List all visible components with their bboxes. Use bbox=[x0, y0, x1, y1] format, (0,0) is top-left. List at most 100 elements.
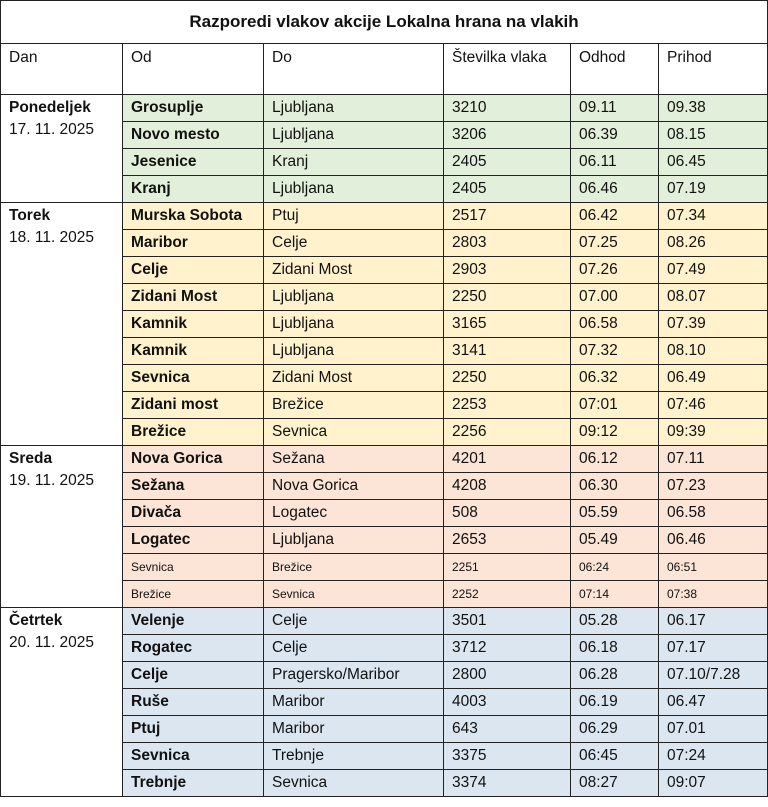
data-row: Četrtek 20. 11. 2025 Velenje Celje 3501 05.28… bbox=[0, 607, 768, 797]
do: Ljubljana bbox=[263, 283, 444, 311]
data-row: Ponedeljek 17. 11. 2025 Grosuplje Ljubljana… bbox=[0, 94, 768, 203]
train-number: 2405 bbox=[443, 175, 571, 203]
table-title: Razporedi vlakov akcije Lokalna hrana na… bbox=[0, 0, 768, 44]
do: Maribor bbox=[263, 715, 444, 743]
departure: 06.46 bbox=[570, 175, 659, 203]
data-row: Ruše Maribor 4003 06.19 06.47 bbox=[1, 688, 768, 716]
data-row: Sreda 19. 11. 2025 Nova Gorica Sežana 4201 06… bbox=[0, 445, 768, 608]
departure: 07.00 bbox=[570, 283, 659, 311]
header-cell: Številka vlaka bbox=[443, 43, 571, 95]
od: Kranj bbox=[122, 175, 264, 203]
departure: 06.29 bbox=[570, 715, 659, 743]
arrival: 07.01 bbox=[657, 715, 768, 743]
arrival: 08.10 bbox=[657, 337, 768, 365]
arrival: 07.39 bbox=[657, 310, 768, 338]
train-number: 2252 bbox=[443, 580, 571, 608]
data-row: Trebnje Sevnica 3374 08:27 09:07 bbox=[1, 769, 768, 797]
do: Celje bbox=[263, 229, 444, 257]
train-number: 3501 bbox=[443, 607, 571, 635]
arrival: 09:39 bbox=[657, 418, 768, 446]
day-date: 18. 11. 2025 bbox=[9, 229, 95, 246]
train-number: 2251 bbox=[443, 553, 571, 581]
departure: 07.25 bbox=[570, 229, 659, 257]
od: Velenje bbox=[122, 607, 264, 635]
data-row: Kranj Ljubljana 2405 06.46 07.19 bbox=[1, 175, 768, 203]
departure: 06.58 bbox=[570, 310, 659, 338]
data-row: Logatec Ljubljana 2653 05.49 06.46 bbox=[1, 526, 768, 554]
do: Nova Gorica bbox=[263, 472, 444, 500]
od: Kamnik bbox=[122, 310, 264, 338]
od: Murska Sobota bbox=[122, 202, 264, 230]
od: Zidani most bbox=[122, 391, 264, 419]
departure: 07.32 bbox=[570, 337, 659, 365]
od: Ptuj bbox=[122, 715, 264, 743]
od: Divača bbox=[122, 499, 264, 527]
departure: 08:27 bbox=[570, 769, 659, 797]
departure: 06.19 bbox=[570, 688, 659, 716]
od: Jesenice bbox=[122, 148, 264, 176]
train-number: 3375 bbox=[443, 742, 571, 770]
data-row: Zidani most Brežice 2253 07:01 07:46 bbox=[1, 391, 768, 419]
od: Sevnica bbox=[122, 364, 264, 392]
train-number: 3165 bbox=[443, 310, 571, 338]
do: Celje bbox=[263, 607, 444, 635]
do: Zidani Most bbox=[263, 364, 444, 392]
arrival: 06.58 bbox=[657, 499, 768, 527]
departure: 06:24 bbox=[570, 553, 659, 581]
arrival: 09.38 bbox=[657, 94, 768, 122]
od: Sevnica bbox=[122, 553, 264, 581]
day-name: Torek bbox=[9, 207, 51, 224]
data-row: Rogatec Celje 3712 06.18 07.17 bbox=[1, 634, 768, 662]
train-number: 4208 bbox=[443, 472, 571, 500]
header-cell: Do bbox=[263, 43, 444, 95]
arrival: 06.46 bbox=[657, 526, 768, 554]
od: Brežice bbox=[122, 580, 264, 608]
train-number: 2653 bbox=[443, 526, 571, 554]
data-row: Kamnik Ljubljana 3165 06.58 07.39 bbox=[1, 310, 768, 338]
od: Logatec bbox=[122, 526, 264, 554]
departure: 07:14 bbox=[570, 580, 659, 608]
header-cell: Odhod bbox=[570, 43, 659, 95]
do: Sežana bbox=[263, 445, 444, 473]
day-name: Ponedeljek bbox=[9, 99, 91, 116]
od: Ruše bbox=[122, 688, 264, 716]
arrival: 09:07 bbox=[657, 769, 768, 797]
arrival: 07.11 bbox=[657, 445, 768, 473]
day-date: 20. 11. 2025 bbox=[9, 634, 95, 651]
arrival: 07.19 bbox=[657, 175, 768, 203]
day-name: Sreda bbox=[9, 450, 53, 467]
arrival: 07.23 bbox=[657, 472, 768, 500]
arrival: 07:24 bbox=[657, 742, 768, 770]
do: Ptuj bbox=[263, 202, 444, 230]
do: Brežice bbox=[263, 391, 444, 419]
arrival: 07.10/7.28 bbox=[657, 661, 768, 689]
data-row: Novo mesto Ljubljana 3206 06.39 08.15 bbox=[1, 121, 768, 149]
data-row: Celje Zidani Most 2903 07.26 07.49 bbox=[1, 256, 768, 284]
do: Logatec bbox=[263, 499, 444, 527]
od: Rogatec bbox=[122, 634, 264, 662]
data-row: Divača Logatec 508 05.59 06.58 bbox=[1, 499, 768, 527]
train-number: 3712 bbox=[443, 634, 571, 662]
header-cell: Od bbox=[122, 43, 264, 95]
day-name: Četrtek bbox=[9, 612, 63, 629]
train-number: 2405 bbox=[443, 148, 571, 176]
day-cell: Torek 18. 11. 2025 bbox=[0, 202, 123, 446]
arrival: 06.49 bbox=[657, 364, 768, 392]
do: Kranj bbox=[263, 148, 444, 176]
train-number: 2517 bbox=[443, 202, 571, 230]
data-row: Brežice Sevnica 2252 07:14 07:38 bbox=[1, 580, 768, 608]
data-row: Zidani Most Ljubljana 2250 07.00 08.07 bbox=[1, 283, 768, 311]
departure: 06.12 bbox=[570, 445, 659, 473]
day-date: 19. 11. 2025 bbox=[9, 472, 95, 489]
header-cell: Dan bbox=[0, 43, 123, 95]
data-row: Celje Pragersko/Maribor 2800 06.28 07.10/7.2… bbox=[1, 661, 768, 689]
train-number: 3141 bbox=[443, 337, 571, 365]
od: Sevnica bbox=[122, 742, 264, 770]
departure: 05.49 bbox=[570, 526, 659, 554]
arrival: 07:38 bbox=[657, 580, 768, 608]
train-number: 2250 bbox=[443, 364, 571, 392]
departure: 05.59 bbox=[570, 499, 659, 527]
train-number: 2256 bbox=[443, 418, 571, 446]
do: Ljubljana bbox=[263, 337, 444, 365]
